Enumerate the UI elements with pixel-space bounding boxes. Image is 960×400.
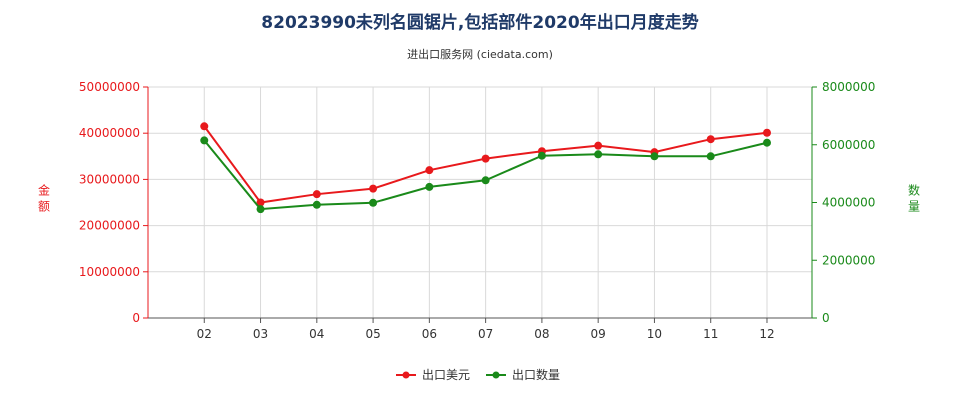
right-y-tick-label: 2000000	[822, 253, 875, 267]
x-tick-label: 02	[197, 327, 212, 341]
x-tick-label: 07	[478, 327, 493, 341]
x-tick-label: 11	[703, 327, 718, 341]
data-point	[594, 141, 603, 150]
data-point	[200, 122, 209, 131]
right-y-tick-label: 8000000	[822, 80, 875, 94]
data-point	[256, 205, 265, 214]
data-point	[312, 190, 321, 199]
data-point	[594, 150, 603, 159]
left-y-axis-label: 金额	[38, 183, 50, 214]
left-y-tick-label: 50000000	[79, 80, 140, 94]
chart-title: 82023990未列名圆锯片,包括部件2020年出口月度走势	[261, 12, 698, 33]
data-point	[706, 135, 715, 144]
data-point	[481, 154, 490, 163]
legend-label: 出口数量	[512, 367, 560, 382]
legend-marker	[492, 371, 500, 379]
data-point	[537, 151, 546, 160]
grid-lines	[148, 86, 812, 318]
x-tick-label: 12	[759, 327, 774, 341]
data-point	[256, 198, 265, 207]
data-point	[369, 184, 378, 193]
data-point	[650, 152, 659, 161]
series-lines	[200, 122, 771, 214]
data-point	[481, 176, 490, 185]
chart-subtitle: 进出口服务网 (ciedata.com)	[407, 47, 553, 61]
legend-marker	[402, 371, 410, 379]
data-point	[200, 136, 209, 145]
data-point	[762, 128, 771, 137]
x-ticks: 02 03 04 05 06 07 08 09 10 11 12	[197, 318, 775, 341]
left-y-ticks: 0 10000000 20000000 30000000 40000000 5000000…	[79, 80, 148, 325]
data-point	[425, 182, 434, 191]
legend-item[interactable]: 出口数量	[486, 367, 560, 382]
data-point	[312, 200, 321, 209]
right-y-tick-label: 4000000	[822, 196, 875, 210]
right-y-axis-label-text: 数量	[908, 183, 920, 214]
data-point	[425, 166, 434, 175]
x-tick-label: 08	[534, 327, 549, 341]
x-tick-label: 06	[422, 327, 437, 341]
left-y-tick-label: 40000000	[79, 126, 140, 140]
data-point	[706, 152, 715, 161]
data-point	[762, 138, 771, 147]
right-y-ticks: 0 2000000 4000000 6000000 8000000	[812, 80, 875, 325]
right-y-tick-label: 0	[822, 311, 830, 325]
x-tick-label: 09	[591, 327, 606, 341]
right-y-axis-label: 数量	[908, 183, 920, 214]
left-y-tick-label: 0	[132, 311, 140, 325]
left-y-tick-label: 30000000	[79, 172, 140, 186]
x-tick-label: 10	[647, 327, 662, 341]
x-tick-label: 03	[253, 327, 268, 341]
x-tick-label: 04	[309, 327, 324, 341]
legend[interactable]: 出口美元 出口数量	[396, 367, 560, 382]
left-y-tick-label: 20000000	[79, 219, 140, 233]
left-y-tick-label: 10000000	[79, 265, 140, 279]
x-tick-label: 05	[365, 327, 380, 341]
axes	[147, 87, 813, 319]
legend-item[interactable]: 出口美元	[396, 368, 470, 382]
data-point	[369, 198, 378, 207]
left-y-axis-label-text: 金额	[38, 183, 50, 214]
legend-label: 出口美元	[422, 368, 470, 382]
right-y-tick-label: 6000000	[822, 138, 875, 152]
